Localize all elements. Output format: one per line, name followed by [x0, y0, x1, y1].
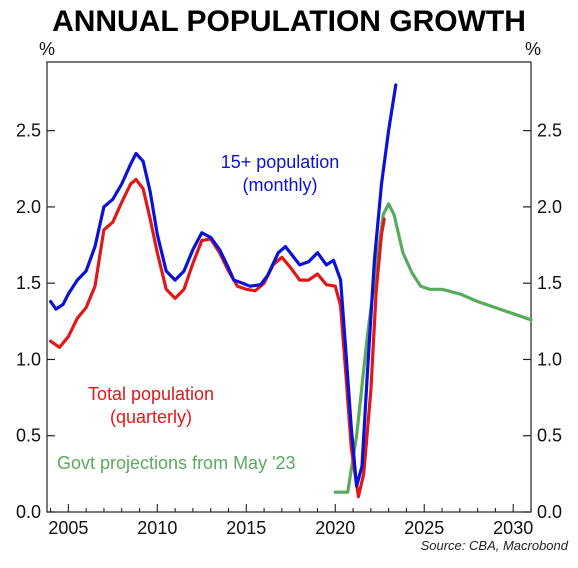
series-line-govt-projection — [333, 202, 533, 494]
annotation-total-line1: Total population — [88, 384, 214, 404]
annotation-total-line2: (quarterly) — [110, 407, 192, 427]
series-group — [49, 83, 533, 499]
y-tick-label-left: 2.5 — [16, 121, 41, 141]
annotation-govt-projections: Govt projections from May '23 — [57, 453, 296, 473]
x-tick-label: 2005 — [48, 518, 88, 538]
right-axis-unit: % — [525, 39, 541, 59]
x-tick-label: 2010 — [137, 518, 177, 538]
y-tick-label-right: 1.0 — [537, 349, 562, 369]
y-tick-label-left: 2.0 — [16, 197, 41, 217]
plot-frame — [46, 61, 532, 513]
annotation-15plus-line2: (monthly) — [242, 175, 317, 195]
series-line-15plus-monthly — [49, 83, 398, 488]
y-tick-label-left: 1.5 — [16, 273, 41, 293]
y-tick-label-left: 0.5 — [16, 426, 41, 446]
x-tick-label: 2015 — [226, 518, 266, 538]
y-tick-label-right: 2.5 — [537, 121, 562, 141]
y-tick-label-left: 1.0 — [16, 349, 41, 369]
y-tick-label-right: 0.5 — [537, 426, 562, 446]
x-tick-label: 2025 — [404, 518, 444, 538]
y-tick-label-right: 1.5 — [537, 273, 562, 293]
chart-title: ANNUAL POPULATION GROWTH — [52, 5, 526, 38]
y-tick-label-right: 0.0 — [537, 502, 562, 522]
y-tick-label-right: 2.0 — [537, 197, 562, 217]
x-tick-label: 2030 — [493, 518, 533, 538]
left-axis-unit: % — [39, 39, 55, 59]
source-note: Source: CBA, Macrobond — [421, 538, 569, 553]
y-tick-label-left: 0.0 — [16, 502, 41, 522]
annotation-15plus-line1: 15+ population — [221, 152, 340, 172]
axis-ticks: 0.0 0.0 0.5 0.5 1.0 1.0 1.5 1.5 2.0 2.0 2.5 2.5 2005… — [16, 121, 562, 538]
x-tick-label: 2020 — [315, 518, 355, 538]
